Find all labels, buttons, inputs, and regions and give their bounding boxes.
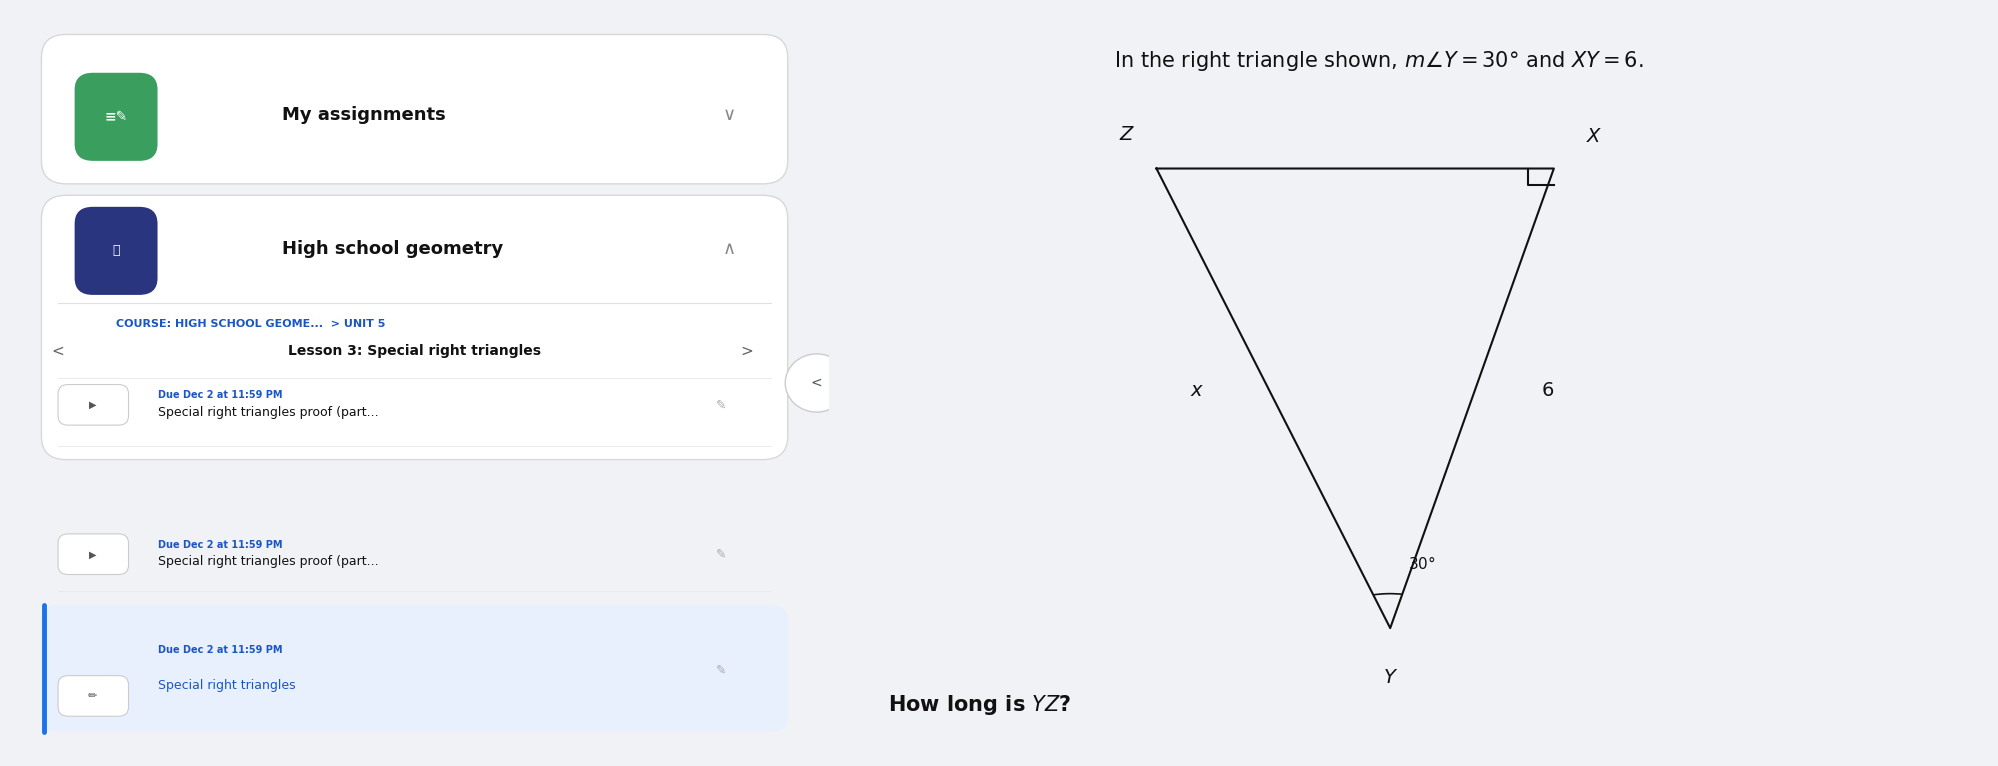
Text: ✎: ✎ [715, 664, 727, 676]
FancyBboxPatch shape [74, 73, 158, 161]
Circle shape [785, 354, 849, 412]
Text: ∨: ∨ [723, 106, 735, 124]
Text: ≡✎: ≡✎ [104, 110, 128, 123]
Text: $6$: $6$ [1540, 381, 1554, 400]
Text: Special right triangles proof (part...: Special right triangles proof (part... [158, 406, 378, 418]
Text: COURSE: HIGH SCHOOL GEOME...  > UNIT 5: COURSE: HIGH SCHOOL GEOME... > UNIT 5 [116, 319, 386, 329]
Text: <: < [811, 376, 823, 390]
FancyBboxPatch shape [74, 207, 158, 295]
Text: Special right triangles: Special right triangles [158, 679, 296, 692]
FancyBboxPatch shape [42, 605, 787, 732]
Text: ✎: ✎ [715, 399, 727, 411]
Text: How long is $YZ$?: How long is $YZ$? [887, 692, 1071, 717]
Text: 📖: 📖 [112, 244, 120, 257]
Text: $X$: $X$ [1586, 127, 1602, 146]
Text: ▶: ▶ [90, 400, 96, 411]
Text: Special right triangles proof (part...: Special right triangles proof (part... [158, 555, 378, 568]
Text: ✏: ✏ [88, 691, 98, 702]
Text: $30°$: $30°$ [1409, 555, 1435, 571]
Text: $Z$: $Z$ [1119, 125, 1135, 143]
Text: Due Dec 2 at 11:59 PM: Due Dec 2 at 11:59 PM [158, 390, 282, 401]
Text: Lesson 3: Special right triangles: Lesson 3: Special right triangles [288, 344, 541, 358]
Text: ∧: ∧ [723, 240, 735, 258]
Text: >: > [739, 343, 753, 358]
FancyBboxPatch shape [42, 195, 787, 460]
Text: ✎: ✎ [715, 548, 727, 561]
Text: <: < [52, 343, 64, 358]
Text: ▶: ▶ [90, 549, 96, 560]
Text: In the right triangle shown, $m\angle Y=30°$ and $XY=6$.: In the right triangle shown, $m\angle Y=… [1113, 49, 1642, 74]
Text: My assignments: My assignments [282, 106, 446, 124]
Text: Due Dec 2 at 11:59 PM: Due Dec 2 at 11:59 PM [158, 539, 282, 550]
FancyBboxPatch shape [58, 385, 128, 425]
Text: $x$: $x$ [1191, 381, 1205, 400]
FancyBboxPatch shape [58, 676, 128, 716]
Text: $Y$: $Y$ [1383, 669, 1399, 687]
Text: High school geometry: High school geometry [282, 240, 503, 258]
FancyBboxPatch shape [58, 534, 128, 574]
Text: Due Dec 2 at 11:59 PM: Due Dec 2 at 11:59 PM [158, 644, 282, 655]
FancyBboxPatch shape [42, 34, 787, 184]
